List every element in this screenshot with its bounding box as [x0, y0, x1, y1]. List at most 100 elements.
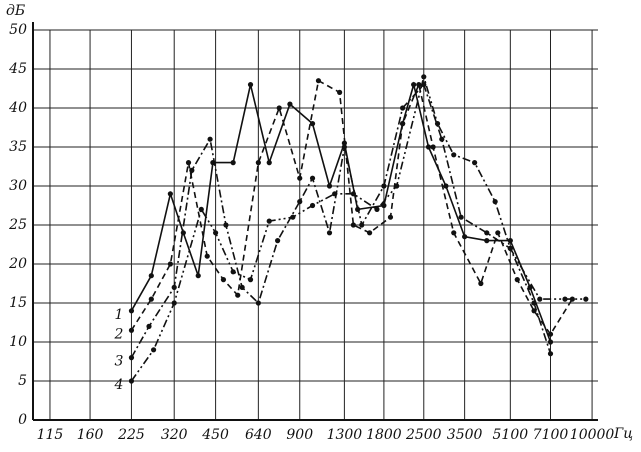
- data-point: [451, 152, 457, 158]
- data-point: [128, 327, 135, 333]
- data-point: [239, 284, 245, 290]
- x-tick-label: 5100: [493, 427, 529, 443]
- x-tick-label: 1800: [366, 427, 402, 443]
- data-point: [547, 339, 554, 345]
- series-label: 2: [114, 326, 124, 342]
- data-point: [514, 277, 520, 283]
- y-tick-label: 50: [9, 22, 27, 38]
- x-tick-label: 2500: [405, 427, 442, 443]
- data-point: [430, 144, 436, 150]
- data-point: [326, 183, 333, 189]
- data-point: [439, 136, 445, 142]
- series-label: 3: [115, 354, 124, 370]
- data-point: [146, 323, 152, 329]
- y-tick-label: 20: [8, 256, 27, 272]
- data-point: [128, 355, 135, 361]
- y-tick-label: 45: [8, 61, 27, 77]
- y-tick-label: 25: [8, 217, 27, 233]
- data-point: [411, 82, 417, 88]
- data-point: [255, 300, 261, 306]
- series-line: [130, 81, 552, 343]
- x-tick-label: 225: [117, 427, 145, 443]
- data-point: [128, 308, 135, 314]
- data-point: [326, 230, 333, 236]
- data-point: [276, 105, 282, 111]
- x-tick-label: 3500: [447, 427, 483, 443]
- data-point: [507, 245, 513, 251]
- data-point: [547, 351, 554, 357]
- data-point: [180, 230, 186, 236]
- y-axis-label: дБ: [6, 3, 25, 19]
- x-tick-label: 10000: [570, 427, 615, 443]
- data-point: [400, 121, 406, 127]
- data-point: [434, 121, 441, 127]
- data-point: [309, 121, 316, 127]
- data-point: [569, 296, 575, 302]
- x-tick-label: 160: [77, 427, 104, 443]
- data-point: [220, 277, 227, 283]
- y-tick-label: 5: [18, 373, 27, 389]
- data-point: [492, 199, 498, 205]
- data-point: [223, 222, 229, 228]
- data-point: [484, 230, 490, 236]
- data-point: [204, 253, 210, 259]
- data-point: [337, 89, 343, 95]
- x-tick-label: 7100: [533, 427, 569, 443]
- data-point: [235, 292, 241, 298]
- data-point: [247, 82, 254, 88]
- data-point: [167, 191, 173, 197]
- y-tick-label: 0: [18, 412, 27, 428]
- data-point: [266, 218, 272, 224]
- data-point: [290, 214, 296, 220]
- data-point: [171, 284, 177, 290]
- data-point: [374, 206, 380, 212]
- data-point: [315, 78, 322, 84]
- data-point: [341, 144, 347, 150]
- data-point: [537, 296, 543, 302]
- data-point: [309, 202, 316, 209]
- data-point: [451, 230, 457, 236]
- y-tick-label: 15: [9, 295, 27, 311]
- x-tick-label: 450: [201, 427, 229, 443]
- series-label: 4: [114, 377, 124, 393]
- data-point: [443, 183, 449, 189]
- data-point: [212, 230, 219, 236]
- data-point: [198, 206, 204, 212]
- data-point: [332, 191, 338, 197]
- data-point: [416, 82, 422, 88]
- x-tick-label: 640: [245, 427, 272, 443]
- data-point: [425, 144, 432, 150]
- data-point: [359, 222, 365, 228]
- data-point: [478, 280, 484, 287]
- data-point: [148, 273, 154, 279]
- data-point: [230, 160, 236, 166]
- data-point: [195, 273, 201, 279]
- data-point: [309, 175, 316, 181]
- data-point: [366, 230, 373, 236]
- y-tick-label: 10: [9, 334, 27, 350]
- y-tick-label: 30: [9, 178, 27, 194]
- x-axis-label: Гц: [613, 426, 633, 442]
- data-point: [381, 183, 387, 189]
- data-point: [275, 238, 281, 244]
- data-point: [350, 191, 356, 197]
- series-line: [130, 79, 573, 336]
- data-point: [547, 331, 554, 337]
- data-point: [189, 167, 195, 173]
- data-point: [387, 214, 394, 220]
- data-point: [287, 101, 293, 107]
- series-line: [130, 83, 552, 358]
- data-point: [484, 238, 490, 244]
- series-line: [130, 73, 586, 382]
- data-point: [400, 105, 406, 111]
- data-point: [255, 160, 261, 166]
- data-point: [472, 160, 478, 166]
- data-point: [207, 136, 213, 142]
- data-point: [458, 214, 464, 220]
- y-tick-label: 35: [9, 139, 27, 155]
- data-point: [266, 160, 272, 166]
- data-point: [148, 296, 154, 302]
- data-point: [185, 160, 192, 166]
- data-point: [128, 378, 135, 384]
